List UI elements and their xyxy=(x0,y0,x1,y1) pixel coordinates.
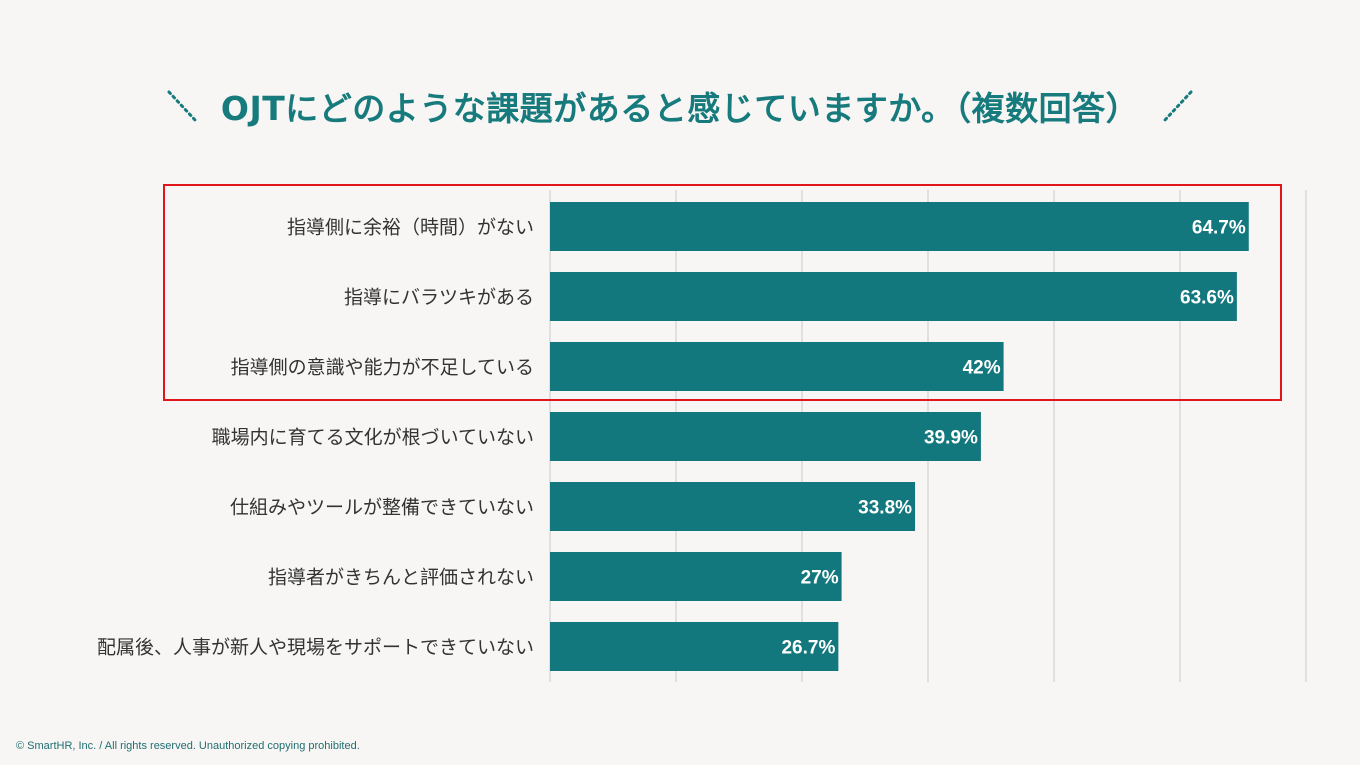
value-label: 27% xyxy=(801,568,839,589)
value-label: 33.8% xyxy=(858,498,912,519)
category-label: 指導にバラツキがある xyxy=(344,287,534,309)
bar xyxy=(550,202,1249,251)
value-label: 63.6% xyxy=(1180,288,1234,309)
value-label: 26.7% xyxy=(781,638,835,659)
title-row: OJTにどのような課題があると感じていますか。（複数回答） xyxy=(0,78,1360,134)
category-label: 指導者がきちんと評価されない xyxy=(268,567,534,589)
bar xyxy=(550,412,981,461)
dotted-slash-left-icon xyxy=(167,90,197,122)
bar xyxy=(550,272,1237,321)
bar xyxy=(550,622,839,671)
bar xyxy=(550,482,916,531)
category-label: 指導側に余裕（時間）がない xyxy=(287,217,534,239)
value-label: 39.9% xyxy=(924,428,978,449)
bar xyxy=(550,342,1004,391)
category-label: 指導側の意識や能力が不足している xyxy=(231,357,534,379)
dotted-slash-right-icon xyxy=(1163,90,1193,122)
bar xyxy=(550,552,842,601)
category-label: 配属後、人事が新人や現場をサポートできていない xyxy=(97,637,534,659)
category-label: 仕組みやツールが整備できていない xyxy=(230,497,534,519)
chart-title: OJTにどのような課題があると感じていますか。（複数回答） xyxy=(220,89,1140,128)
copyright-footer: © SmartHR, Inc. / All rights reserved. U… xyxy=(16,740,360,752)
category-label: 職場内に育てる文化が根づいていない xyxy=(212,427,534,449)
value-label: 42% xyxy=(963,358,1001,379)
value-label: 64.7% xyxy=(1192,218,1246,239)
